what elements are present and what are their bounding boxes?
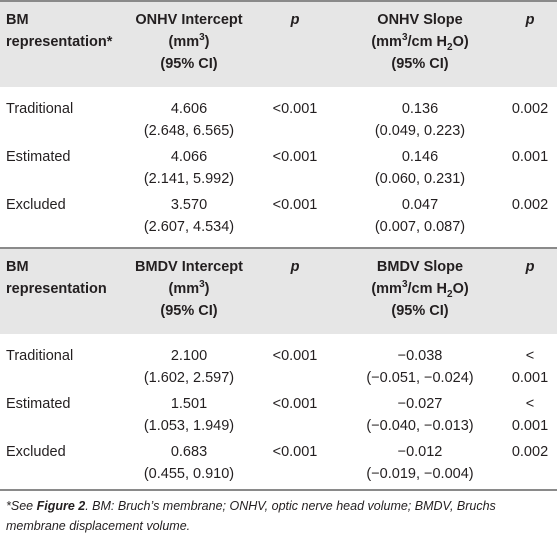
- intercept-value: 1.501: [170, 396, 208, 412]
- row-label: Traditional: [6, 348, 74, 364]
- table2-p2-header: p: [525, 259, 535, 275]
- table1-intercept-header-line1: ONHV Intercept: [135, 12, 243, 28]
- table1-rep-header-line2: representation*: [6, 34, 113, 50]
- slope-value: 0.136: [401, 101, 439, 117]
- row-label: Estimated: [6, 396, 71, 412]
- p-value: <0.001: [272, 101, 318, 117]
- table1-p2-header: p: [525, 12, 535, 28]
- table2-header-band: [0, 247, 557, 334]
- table-bottom-rule: [0, 489, 557, 491]
- intercept-ci: (1.602, 2.597): [143, 370, 235, 386]
- slope-ci: (0.060, 0.231): [374, 171, 466, 187]
- table2-intercept-header-line2: (mm3): [168, 279, 210, 297]
- slope-ci: (0.007, 0.087): [374, 219, 466, 235]
- intercept-value: 4.066: [170, 149, 208, 165]
- figure-2-link[interactable]: Figure 2: [36, 499, 86, 513]
- p-value: <0.001: [272, 149, 318, 165]
- table2-rep-header-line2: representation: [6, 281, 107, 297]
- slope-value: −0.038: [397, 348, 443, 364]
- slope-value: −0.027: [397, 396, 443, 412]
- p2-value: <: [525, 396, 535, 412]
- intercept-ci: (1.053, 1.949): [143, 418, 235, 434]
- row-label: Estimated: [6, 149, 71, 165]
- slope-ci: (−0.019, −0.004): [366, 466, 474, 482]
- table1-p-header: p: [290, 12, 300, 28]
- table2-slope-header-line3: (95% CI): [391, 303, 449, 319]
- slope-ci: (0.049, 0.223): [374, 123, 466, 139]
- intercept-ci: (2.607, 4.534): [143, 219, 235, 235]
- intercept-ci: (2.141, 5.992): [143, 171, 235, 187]
- table2-p-header: p: [290, 259, 300, 275]
- table-footnote: *See Figure 2. BM: Bruch’s membrane; ONH…: [6, 499, 496, 533]
- p2-value-cont: 0.001: [511, 418, 549, 434]
- slope-value: 0.047: [401, 197, 439, 213]
- intercept-ci: (2.648, 6.565): [143, 123, 235, 139]
- table1-slope-header-line3: (95% CI): [391, 56, 449, 72]
- p-value: <0.001: [272, 444, 318, 460]
- table2-slope-header-line2: (mm3/cm H2O): [371, 279, 469, 300]
- slope-value: 0.146: [401, 149, 439, 165]
- intercept-ci: (0.455, 0.910): [143, 466, 235, 482]
- row-label: Excluded: [6, 197, 66, 213]
- slope-ci: (−0.040, −0.013): [366, 418, 474, 434]
- intercept-value: 2.100: [170, 348, 208, 364]
- p2-value: 0.001: [511, 149, 549, 165]
- slope-value: −0.012: [397, 444, 443, 460]
- table2-intercept-header-line3: (95% CI): [160, 303, 218, 319]
- p2-value: 0.002: [511, 101, 549, 117]
- table1-rep-header-line1: BM: [6, 12, 29, 28]
- p2-value-cont: 0.001: [511, 370, 549, 386]
- table2-rep-header-line1: BM: [6, 259, 29, 275]
- row-label: Excluded: [6, 444, 66, 460]
- row-label: Traditional: [6, 101, 74, 117]
- table2-intercept-header-line1: BMDV Intercept: [135, 259, 243, 275]
- p-value: <0.001: [272, 396, 318, 412]
- intercept-value: 0.683: [170, 444, 208, 460]
- p2-value: <: [525, 348, 535, 364]
- table1-header-band: [0, 0, 557, 87]
- table1-slope-header-line2: (mm3/cm H2O): [371, 32, 469, 53]
- intercept-value: 4.606: [170, 101, 208, 117]
- p2-value: 0.002: [511, 197, 549, 213]
- table1-intercept-header-line3: (95% CI): [160, 56, 218, 72]
- table1-intercept-header-line2: (mm3): [168, 32, 210, 50]
- p-value: <0.001: [272, 197, 318, 213]
- table2-slope-header-line1: BMDV Slope: [376, 259, 464, 275]
- p-value: <0.001: [272, 348, 318, 364]
- slope-ci: (−0.051, −0.024): [366, 370, 474, 386]
- intercept-value: 3.570: [170, 197, 208, 213]
- p2-value: 0.002: [511, 444, 549, 460]
- table1-slope-header-line1: ONHV Slope: [377, 12, 463, 28]
